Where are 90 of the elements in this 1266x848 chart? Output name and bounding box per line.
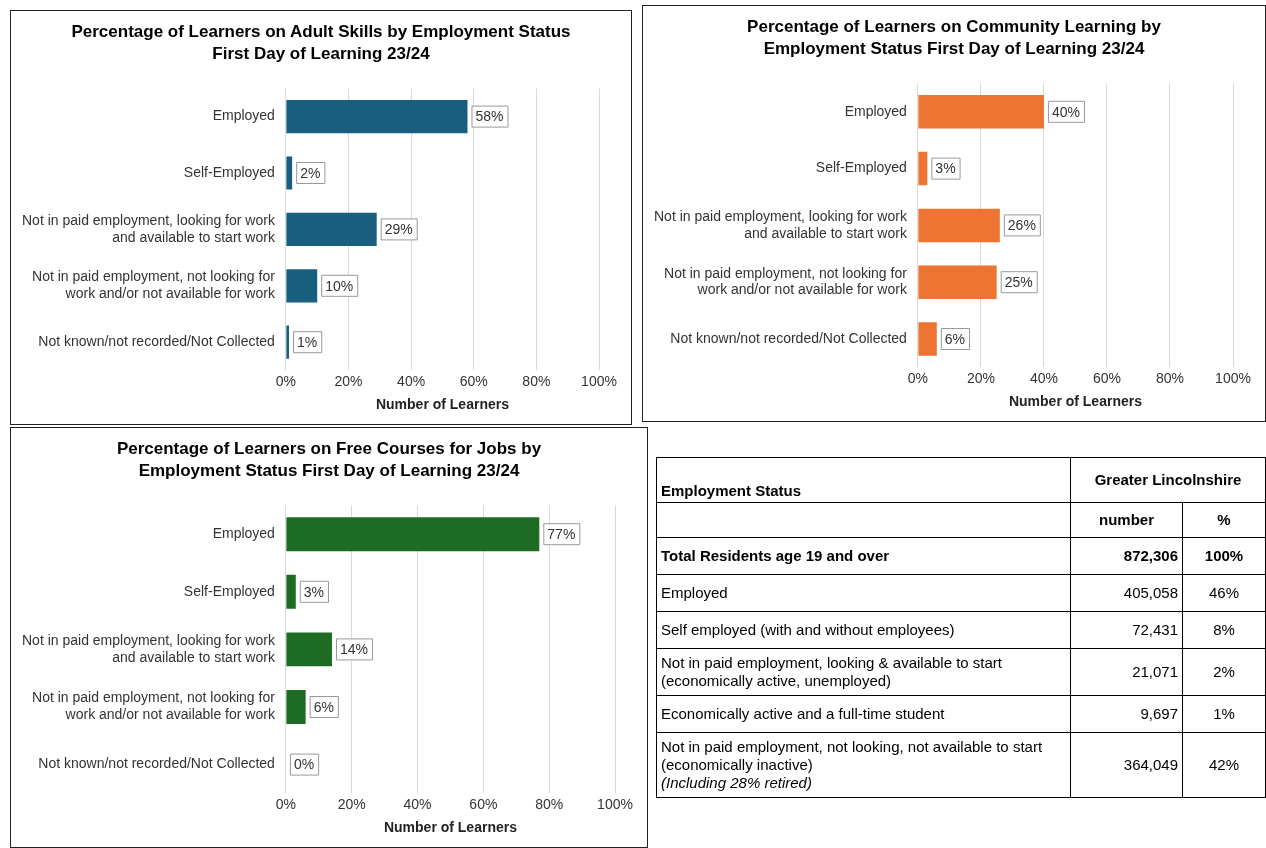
y-tick-label: Not in paid employment, not looking for work and/or not available for work	[32, 689, 276, 723]
data-label: 42%	[1182, 732, 1266, 798]
x-tick-label: 80%	[522, 372, 551, 389]
y-tick-label: Not in paid employment, not looking for work and/or not available for work	[664, 264, 908, 298]
bar	[286, 156, 293, 190]
data-label: 872,306	[1070, 537, 1183, 575]
data-label: 26%	[1007, 217, 1036, 234]
x-axis-title: Number of Learners	[375, 396, 510, 413]
bar	[918, 322, 937, 356]
chart-title: Percentage of Learners on Adult Skills by Employment Status First Day of Learning 23/24	[71, 21, 571, 65]
text: %	[1182, 502, 1266, 538]
data-label: 3%	[935, 160, 956, 177]
x-tick-label: 60%	[1092, 369, 1121, 386]
bar	[286, 325, 290, 359]
data-label: 1%	[1182, 695, 1266, 733]
y-tick-label: Employed	[212, 525, 275, 542]
x-tick-label: 60%	[459, 372, 488, 389]
text: (Including 28% retired)	[661, 774, 813, 792]
bar	[286, 574, 296, 609]
chart-title: Percentage of Learners on Community Learning by Employment Status First Day of Learning 23/24	[746, 16, 1162, 60]
data-label: 2%	[300, 164, 321, 181]
y-tick-label: Not in paid employment, looking for work and available to start work	[21, 211, 276, 245]
x-tick-label: 60%	[469, 795, 498, 812]
bar	[286, 690, 306, 724]
data-label: 0%	[293, 756, 315, 773]
x-tick-label: 20%	[334, 372, 363, 389]
data-label: 364,049	[1070, 732, 1183, 798]
x-tick-label: 100%	[597, 795, 633, 812]
legend-title: Greater Lincolnshire	[1070, 457, 1266, 503]
data-label: 77%	[547, 526, 576, 543]
bar	[286, 212, 377, 247]
y-tick-label: Not known/not recorded/Not Collected	[670, 329, 907, 346]
bar	[286, 99, 468, 134]
x-tick-label: 0%	[275, 795, 297, 812]
bar	[918, 265, 997, 299]
y-tick-label: Self-Employed	[815, 159, 907, 176]
x-tick-label: 0%	[275, 372, 297, 389]
bar	[286, 517, 540, 552]
data-label: 3%	[303, 583, 324, 600]
data-label: 9,697	[1070, 695, 1183, 733]
category-label: Not in paid employment, looking & available to start (economically active, unemployed)	[656, 648, 1071, 696]
y-tick-label: Self-Employed	[183, 582, 275, 599]
x-tick-label: 80%	[535, 795, 564, 812]
x-tick-label: 40%	[397, 372, 426, 389]
x-axis-title: Number of Learners	[1008, 393, 1143, 410]
data-label: 405,058	[1070, 574, 1183, 612]
x-tick-label: 80%	[1155, 369, 1184, 386]
category-label: Economically active and a full-time student	[656, 695, 1071, 733]
data-label: 8%	[1182, 611, 1266, 649]
data-label: 6%	[313, 698, 334, 715]
data-label: 40%	[1051, 103, 1080, 120]
chart-title: Percentage of Learners on Free Courses for Jobs by Employment Status First Day of Learning 23/24	[115, 438, 543, 482]
x-axis-title: Number of Learners	[383, 819, 518, 836]
data-label: 21,071	[1070, 648, 1183, 696]
y-tick-label: Self-Employed	[183, 163, 275, 180]
y-tick-label: Employed	[844, 102, 907, 119]
category-label: Not in paid employment, not looking, not available to start (economically inactive)	[661, 738, 1043, 773]
y-tick-label: Not in paid employment, looking for work and available to start work	[21, 631, 276, 665]
bar	[918, 208, 1000, 243]
y-tick-label: Not in paid employment, looking for work and available to start work	[653, 207, 908, 241]
y-tick-label: Not known/not recorded/Not Collected	[38, 333, 275, 350]
x-tick-label: 100%	[1215, 369, 1251, 386]
data-label: 72,431	[1070, 611, 1183, 649]
y-tick-label: Employed	[212, 107, 275, 124]
category-label: Self employed (with and without employees)	[656, 611, 1071, 649]
data-label: 100%	[1182, 537, 1266, 575]
x-tick-label: 100%	[581, 372, 617, 389]
x-tick-label: 20%	[966, 369, 995, 386]
bar	[918, 95, 1044, 129]
y-tick-label: Not known/not recorded/Not Collected	[38, 755, 275, 772]
bar	[286, 269, 318, 303]
data-label: 58%	[475, 108, 504, 125]
bar	[286, 632, 332, 667]
data-label: 6%	[944, 330, 966, 347]
series-label: number	[1070, 502, 1183, 538]
y-tick-label: Not in paid employment, not looking for work and/or not available for work	[32, 268, 276, 302]
data-label: 1%	[297, 334, 318, 351]
category-label: Total Residents age 19 and over	[656, 537, 1071, 575]
x-tick-label: 40%	[403, 795, 432, 812]
data-label: 14%	[339, 641, 368, 658]
x-tick-label: 40%	[1029, 369, 1058, 386]
x-tick-label: 0%	[907, 369, 929, 386]
bar	[918, 151, 928, 186]
x-tick-label: 20%	[337, 795, 366, 812]
data-label: 10%	[325, 277, 354, 294]
data-label: 2%	[1182, 648, 1266, 696]
data-label: 46%	[1182, 574, 1266, 612]
text: Employment Status	[656, 457, 1071, 503]
data-label: 25%	[1004, 274, 1033, 291]
data-label: 29%	[384, 221, 413, 238]
